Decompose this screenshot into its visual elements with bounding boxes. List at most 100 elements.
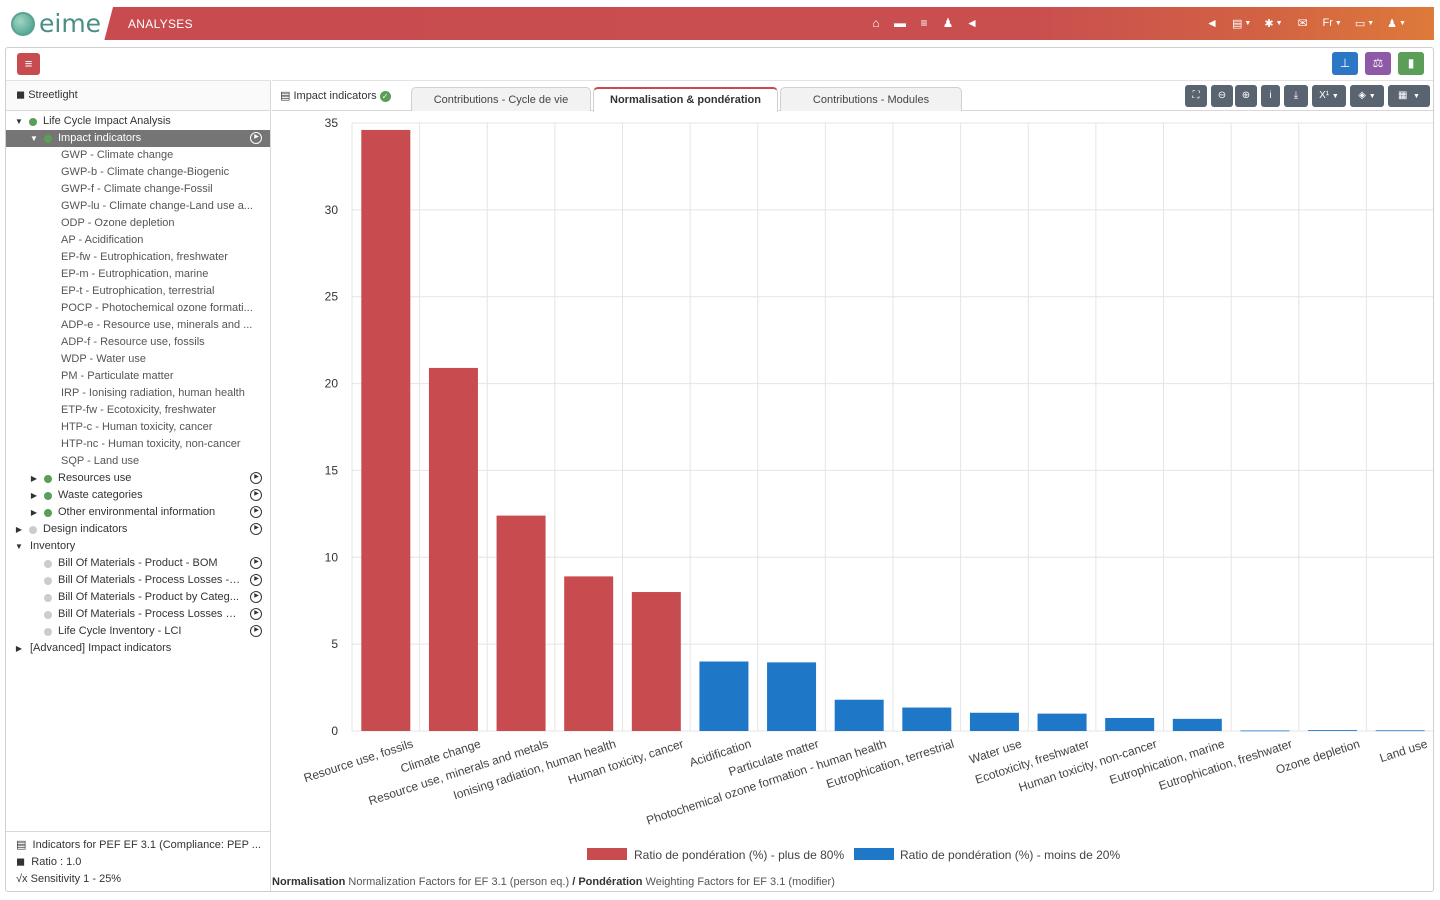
inbox-menu[interactable]: ▭ ▼ [1354, 17, 1375, 30]
tree-leaf[interactable]: GWP-f - Climate change-Fossil [6, 181, 270, 198]
users-gear-icon[interactable]: ♟ [942, 16, 954, 30]
tree-leaf[interactable]: GWP-lu - Climate change-Land use a... [6, 198, 270, 215]
bar [496, 515, 546, 731]
tree-leaf[interactable]: HTP-c - Human toxicity, cancer [6, 419, 270, 436]
envelope-icon[interactable]: ✉ [1297, 16, 1308, 30]
legend-swatch [854, 848, 894, 860]
home-icon[interactable]: ⌂ [872, 16, 880, 30]
tree-leaf[interactable]: GWP - Climate change [6, 147, 270, 164]
tree-node-label: Inventory [30, 540, 76, 552]
layers-menu[interactable]: ◈ ▼ [1350, 85, 1384, 107]
status-dot-icon [29, 118, 37, 126]
caret-right-icon[interactable]: ▶ [30, 474, 38, 483]
play-circle-icon[interactable]: ▶ [250, 625, 262, 637]
tree-leaf[interactable]: ODP - Ozone depletion [6, 215, 270, 232]
tree-leaf[interactable]: EP-m - Eutrophication, marine [6, 266, 270, 283]
play-circle-icon[interactable]: ▶ [250, 132, 262, 144]
download-button[interactable]: ⤓ [1284, 85, 1308, 107]
sidebar: ◼ Streetlight ▼ Life Cycle Impact Analysi… [6, 80, 271, 891]
play-circle-icon[interactable]: ▶ [250, 472, 262, 484]
tree-leaf[interactable]: EP-fw - Eutrophication, freshwater [6, 249, 270, 266]
zoom-out-button[interactable]: ⊖ [1211, 85, 1233, 107]
tree-leaf[interactable]: WDP - Water use [6, 351, 270, 368]
tree-leaf[interactable]: IRP - Ionising radiation, human health [6, 385, 270, 402]
bullhorn-icon[interactable]: ◄ [966, 16, 978, 30]
tree-leaf[interactable]: PM - Particulate matter [6, 368, 270, 385]
tab-contributions-cycle[interactable]: Contributions - Cycle de vie [411, 87, 591, 111]
tree-leaf[interactable]: ETP-fw - Ecotoxicity, freshwater [6, 402, 270, 419]
caret-down-icon[interactable]: ▼ [30, 134, 38, 143]
status-dot-icon [44, 509, 52, 517]
sensitivity-info[interactable]: √x Sensitivity 1 - 25% [16, 871, 261, 888]
tree-node[interactable]: Bill Of Materials - Product - BOM ▶ [6, 555, 270, 572]
method-info[interactable]: ▤ Indicators for PEF EF 3.1 (Compliance:… [16, 837, 261, 854]
bar [969, 712, 1019, 731]
tree-leaf[interactable]: POCP - Photochemical ozone formati... [6, 300, 270, 317]
play-circle-icon[interactable]: ▶ [250, 523, 262, 535]
caret-down-icon[interactable]: ▼ [15, 117, 23, 126]
tree-node[interactable]: ▼ Impact indicators ▶ [6, 130, 270, 147]
language-menu[interactable]: Fr ▼ [1322, 17, 1342, 29]
caret-right-icon[interactable]: ▶ [15, 644, 23, 653]
tree-node[interactable]: ▼ Life Cycle Impact Analysis [6, 113, 270, 130]
tab-normalisation[interactable]: Normalisation & pondération [593, 87, 778, 112]
bug-menu[interactable]: ✱ ▼ [1264, 17, 1283, 30]
tree-leaf[interactable]: ADP-f - Resource use, fossils [6, 334, 270, 351]
bar [834, 699, 884, 731]
menu-button[interactable]: ≡ [17, 53, 40, 75]
fullscreen-button[interactable]: ⛶ [1185, 85, 1207, 107]
caret-right-icon[interactable]: ▶ [15, 525, 23, 534]
zoom-in-button[interactable]: ⊕ [1235, 85, 1257, 107]
tree-node[interactable]: ▶ Design indicators ▶ [6, 521, 270, 538]
tree-leaf-label: PM - Particulate matter [61, 370, 174, 382]
tree-leaf-label: GWP - Climate change [61, 149, 174, 161]
method-text: Indicators for PEF EF 3.1 (Compliance: P… [32, 839, 261, 851]
tree-leaf[interactable]: GWP-b - Climate change-Biogenic [6, 164, 270, 181]
tree-node[interactable]: ▶ Other environmental information ▶ [6, 504, 270, 521]
bar [1375, 730, 1425, 732]
play-circle-icon[interactable]: ▶ [250, 557, 262, 569]
ratio-info[interactable]: ◼ Ratio : 1.0 [16, 854, 261, 871]
tree-node[interactable]: Bill Of Materials - Process Losses - ...… [6, 572, 270, 589]
table-menu[interactable]: ▦ ▼ [1388, 85, 1430, 107]
tab-label: Normalisation & pondération [610, 94, 761, 106]
bar [699, 661, 749, 731]
info-button[interactable]: i [1261, 85, 1280, 107]
trash-button[interactable]: ▮ [1398, 52, 1424, 75]
tree-leaf[interactable]: HTP-nc - Human toxicity, non-cancer [6, 436, 270, 453]
play-circle-icon[interactable]: ▶ [250, 506, 262, 518]
user-menu[interactable]: ♟ ▼ [1387, 17, 1406, 30]
tree-node[interactable]: ▶ [Advanced] Impact indicators [6, 640, 270, 657]
bar [1308, 730, 1358, 731]
archive-icon[interactable]: ▬ [894, 16, 906, 30]
play-circle-icon[interactable]: ▶ [250, 574, 262, 586]
tree-node[interactable]: Life Cycle Inventory - LCI ▶ [6, 623, 270, 640]
app-logo[interactable]: eime [5, 7, 113, 40]
tree-leaf[interactable]: AP - Acidification [6, 232, 270, 249]
tree-node[interactable]: ▶ Waste categories ▶ [6, 487, 270, 504]
play-circle-icon[interactable]: ▶ [250, 608, 262, 620]
tree-node[interactable]: Bill Of Materials - Process Losses by...… [6, 606, 270, 623]
caret-right-icon[interactable]: ▶ [30, 491, 38, 500]
compare-button[interactable]: ⚖ [1365, 52, 1391, 75]
exponent-menu[interactable]: X¹ ▼ [1312, 85, 1346, 107]
bullhorn-icon[interactable]: ◄ [1206, 16, 1218, 30]
tree-node[interactable]: ▼ Inventory [6, 538, 270, 555]
tree-node[interactable]: ▶ Resources use ▶ [6, 470, 270, 487]
tree-node[interactable]: Bill Of Materials - Product by Categ... ▶ [6, 589, 270, 606]
tree-leaf[interactable]: SQP - Land use [6, 453, 270, 470]
clipboard-menu[interactable]: ▤ ▼ [1232, 17, 1252, 30]
play-circle-icon[interactable]: ▶ [250, 591, 262, 603]
tree-node-label: Impact indicators [58, 132, 142, 144]
clipboard-icon: ▤ [1232, 17, 1243, 30]
tab-contributions-modules[interactable]: Contributions - Modules [780, 87, 962, 111]
caret-right-icon[interactable]: ▶ [30, 508, 38, 517]
play-circle-icon[interactable]: ▶ [250, 489, 262, 501]
tree-leaf[interactable]: ADP-e - Resource use, minerals and ... [6, 317, 270, 334]
database-icon[interactable]: ≡ [920, 16, 928, 30]
tree-leaf[interactable]: EP-t - Eutrophication, terrestrial [6, 283, 270, 300]
caret-down-icon[interactable]: ▼ [15, 542, 23, 551]
sitemap-button[interactable]: ⊥ [1332, 52, 1358, 75]
legend-swatch [587, 848, 627, 860]
sidebar-footer: ▤ Indicators for PEF EF 3.1 (Compliance:… [6, 831, 271, 891]
